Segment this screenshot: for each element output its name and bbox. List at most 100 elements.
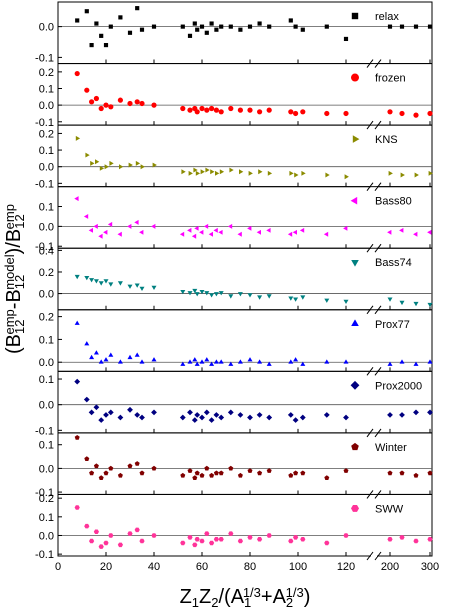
point <box>74 378 81 385</box>
point <box>267 170 273 176</box>
point <box>247 293 253 298</box>
point <box>75 18 80 23</box>
y-tick-label: 0.2 <box>39 493 54 505</box>
point <box>74 274 80 280</box>
legend-label: Prox2000 <box>375 380 422 392</box>
point <box>247 414 253 421</box>
x-tick-label: 20 <box>100 561 112 573</box>
point <box>387 297 393 302</box>
point <box>108 24 113 29</box>
point <box>134 352 140 357</box>
point <box>151 357 157 362</box>
point <box>300 295 306 300</box>
point <box>209 361 215 366</box>
point <box>139 359 145 364</box>
label-part: (B <box>3 334 25 354</box>
point <box>399 359 405 364</box>
point <box>209 21 214 26</box>
point <box>187 107 193 113</box>
x-tick-label: 40 <box>148 561 160 573</box>
point <box>93 529 99 534</box>
point <box>287 412 294 418</box>
point <box>139 286 145 291</box>
point <box>179 414 186 421</box>
point <box>427 359 433 364</box>
point <box>300 470 306 476</box>
point <box>83 396 90 403</box>
point <box>324 24 329 29</box>
point <box>293 110 299 117</box>
point <box>299 227 305 233</box>
label-part: 1 <box>192 595 199 610</box>
point <box>293 535 299 540</box>
point <box>151 533 157 538</box>
point <box>151 285 157 290</box>
point <box>127 100 133 107</box>
point <box>199 105 205 112</box>
point <box>343 110 349 117</box>
point <box>219 24 224 29</box>
point <box>287 231 293 237</box>
point <box>134 461 140 466</box>
point <box>179 231 185 237</box>
point <box>187 409 193 416</box>
label-part: emp <box>2 309 17 334</box>
x-tick-label: 300 <box>421 561 439 573</box>
point <box>294 172 299 178</box>
point <box>292 417 299 423</box>
legend-marker <box>351 319 359 326</box>
point <box>413 24 419 29</box>
y-tick-label: -0.1 <box>35 425 54 437</box>
point <box>199 472 205 478</box>
point <box>204 107 210 113</box>
y-axis-label: (B12emp-B12model)/B12emp <box>2 204 27 354</box>
point <box>324 540 330 546</box>
point <box>195 27 200 32</box>
point <box>399 24 405 29</box>
point <box>209 105 215 112</box>
point <box>413 112 419 118</box>
point <box>108 282 114 287</box>
point <box>108 465 114 471</box>
point <box>117 281 123 286</box>
point <box>227 409 234 416</box>
point <box>151 24 157 29</box>
point <box>219 169 225 175</box>
legend-label: Prox77 <box>375 319 410 331</box>
point <box>199 290 205 295</box>
y-tick-label: 0.2 <box>39 312 54 324</box>
point <box>427 24 433 29</box>
point <box>293 357 299 362</box>
legend-marker <box>350 196 358 205</box>
point <box>84 523 90 529</box>
point <box>99 165 105 171</box>
point <box>117 472 123 478</box>
point <box>205 167 210 173</box>
point <box>98 475 104 480</box>
point <box>204 465 210 471</box>
legend-marker <box>350 380 360 390</box>
point <box>387 412 393 418</box>
legend-label: Bass80 <box>375 196 412 208</box>
point <box>247 225 252 231</box>
point <box>413 231 418 237</box>
point <box>229 167 234 173</box>
point <box>324 298 330 303</box>
label-part: Z <box>180 586 192 608</box>
y-tick-label: 0.0 <box>39 400 54 412</box>
point <box>258 169 263 175</box>
label-part: 1/3 <box>243 585 261 600</box>
point <box>238 27 243 32</box>
point <box>180 24 185 29</box>
point <box>89 470 95 476</box>
point <box>218 109 224 115</box>
point <box>85 152 90 158</box>
point <box>218 359 224 364</box>
point <box>95 159 100 165</box>
point <box>208 231 213 237</box>
point <box>107 221 113 227</box>
point <box>187 535 193 540</box>
point <box>323 231 329 237</box>
point <box>247 357 253 362</box>
point <box>84 9 89 14</box>
